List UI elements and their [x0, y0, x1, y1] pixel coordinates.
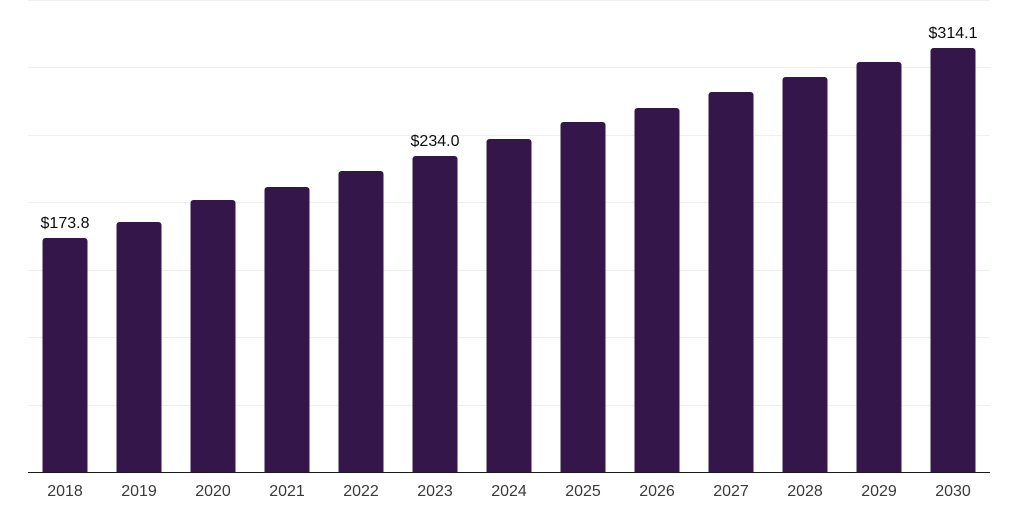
bar-2024: [486, 138, 532, 472]
x-tick-2022: 2022: [343, 483, 379, 500]
bar-2022: [338, 171, 384, 472]
bar-2023: [412, 156, 458, 472]
x-tick-2024: 2024: [491, 483, 527, 500]
bar-slot-2023: $234.0: [398, 0, 472, 472]
bar-slot-2020: [176, 0, 250, 472]
x-tick-2028: 2028: [787, 483, 823, 500]
bar-slot-2026: [620, 0, 694, 472]
gridline-250: [28, 134, 990, 136]
x-tick-2020: 2020: [195, 483, 231, 500]
value-label-2030: $314.1: [928, 25, 978, 43]
x-tick-2030: 2030: [935, 483, 971, 500]
x-axis-line: [28, 471, 990, 473]
x-tick-2029: 2029: [861, 483, 897, 500]
x-tick-2027: 2027: [713, 483, 749, 500]
bar-slot-2030: $314.1: [916, 0, 990, 472]
value-label-2023: $234.0: [410, 133, 460, 151]
bar-slot-2019: [102, 0, 176, 472]
bar-2029: [856, 61, 902, 472]
bar-slot-2021: [250, 0, 324, 472]
bar-2021: [264, 186, 310, 472]
x-tick-2019: 2019: [121, 483, 157, 500]
bar-slot-2024: [472, 0, 546, 472]
bars: $173.8 $234.0 $314.1: [28, 0, 990, 472]
bar-2030: [930, 48, 976, 472]
x-tick-2018: 2018: [47, 483, 83, 500]
bar-slot-2029: [842, 0, 916, 472]
plot-area: $173.8 $234.0 $314.1: [28, 0, 990, 473]
bar-slot-2028: [768, 0, 842, 472]
bar-slot-2025: [546, 0, 620, 472]
x-tick-2023: 2023: [417, 483, 453, 500]
bar-2019: [116, 222, 162, 472]
bar-slot-2022: [324, 0, 398, 472]
bar-2028: [782, 77, 828, 472]
bar-2020: [190, 200, 236, 472]
x-axis-labels: 2018 2019 2020 2021 2022 2023 2024 2025 2026 2027…: [28, 472, 990, 500]
bar-2027: [708, 91, 754, 472]
bar-2025: [560, 122, 606, 472]
x-tick-2026: 2026: [639, 483, 675, 500]
gridline-350: [28, 0, 990, 1]
gridline-300: [28, 67, 990, 69]
bar-2018: [42, 237, 88, 472]
x-tick-2025: 2025: [565, 483, 601, 500]
bar-slot-2018: $173.8: [28, 0, 102, 472]
bar-2026: [634, 107, 680, 472]
x-tick-2021: 2021: [269, 483, 305, 500]
bar-slot-2027: [694, 0, 768, 472]
value-label-2018: $173.8: [40, 214, 90, 232]
